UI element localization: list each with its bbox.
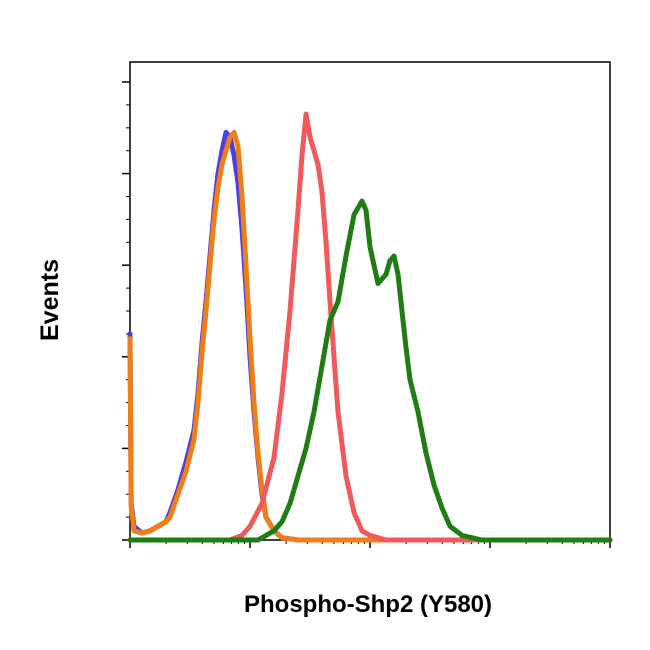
x-axis-label: Phospho-Shp2 (Y580) xyxy=(244,591,492,618)
series-lines xyxy=(127,111,613,543)
series-line-4 xyxy=(127,198,613,543)
y-axis-label: Events xyxy=(36,259,64,341)
series-line-3 xyxy=(127,111,613,543)
plot-frame xyxy=(129,61,611,541)
plot-border xyxy=(129,61,611,541)
axis-ticks xyxy=(122,81,611,548)
series-line-2 xyxy=(127,129,613,543)
